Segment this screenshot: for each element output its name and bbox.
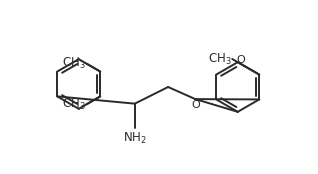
Text: CH$_3$: CH$_3$	[62, 56, 86, 71]
Text: O: O	[237, 55, 245, 65]
Text: O: O	[191, 100, 200, 110]
Text: NH$_2$: NH$_2$	[123, 131, 147, 146]
Text: CH$_3$: CH$_3$	[62, 97, 86, 112]
Text: CH$_3$: CH$_3$	[208, 52, 232, 66]
